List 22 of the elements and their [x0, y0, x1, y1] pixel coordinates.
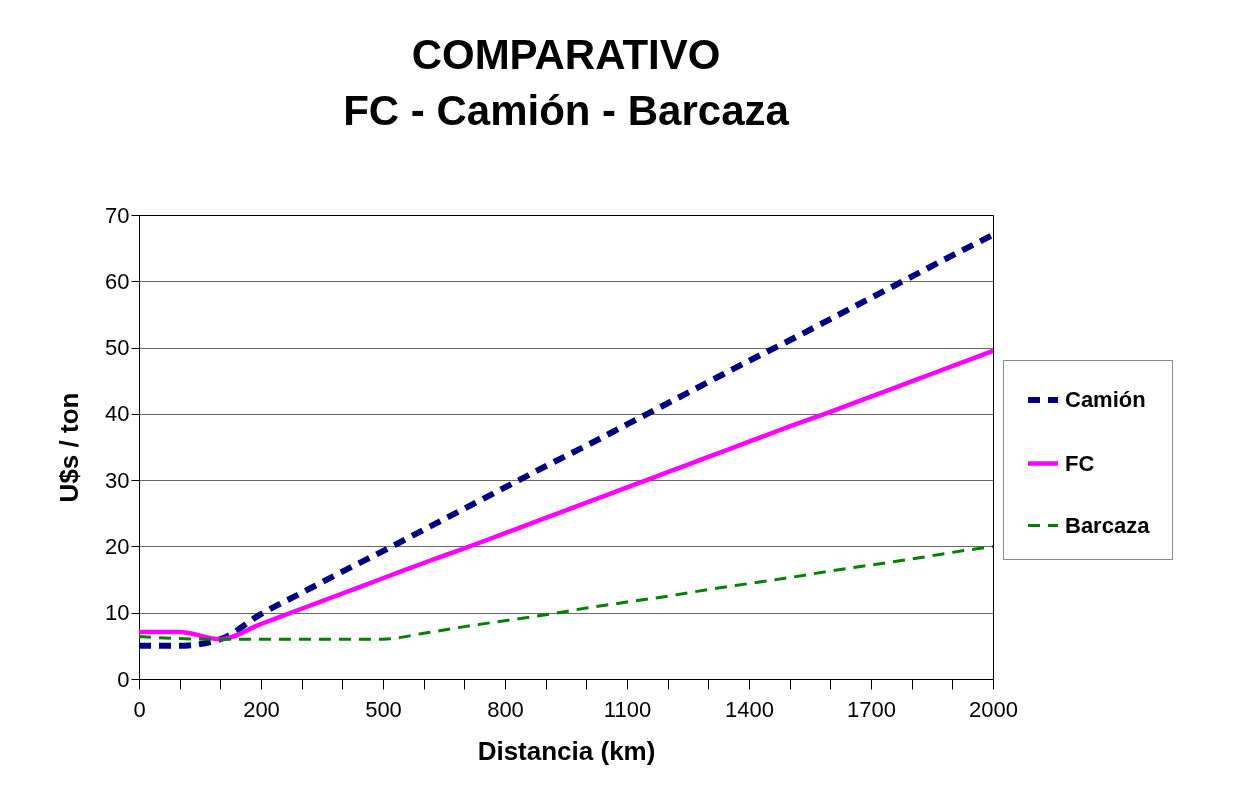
y-tick-label: 0 [117, 666, 130, 692]
x-tick-label: 200 [243, 696, 280, 722]
legend-label: FC [1065, 450, 1095, 476]
x-tick-label: 1100 [603, 696, 652, 722]
y-axis-title: U$s / ton [54, 392, 85, 503]
y-tick-label: 20 [105, 533, 130, 559]
x-tick-label: 1400 [725, 696, 774, 722]
x-tick-label: 800 [487, 696, 524, 722]
y-tick-label: 10 [105, 600, 130, 626]
legend-label: Barcaza [1065, 512, 1151, 538]
x-tick-label: 500 [365, 696, 402, 722]
legend-label: Camión [1065, 387, 1146, 412]
x-tick-label: 2000 [969, 696, 1018, 722]
x-tick-label: 0 [133, 696, 146, 722]
chart-title: COMPARATIVO FC - Camión - Barcaza [343, 31, 790, 134]
x-axis-title: Distancia (km) [477, 735, 656, 766]
y-tick-label: 40 [105, 401, 130, 427]
y-tick-label: 30 [105, 467, 130, 493]
y-tick-label: 60 [105, 268, 130, 294]
x-tick-label: 1700 [847, 696, 896, 722]
y-tick-label: 50 [105, 335, 130, 361]
y-tick-label: 70 [105, 202, 130, 228]
